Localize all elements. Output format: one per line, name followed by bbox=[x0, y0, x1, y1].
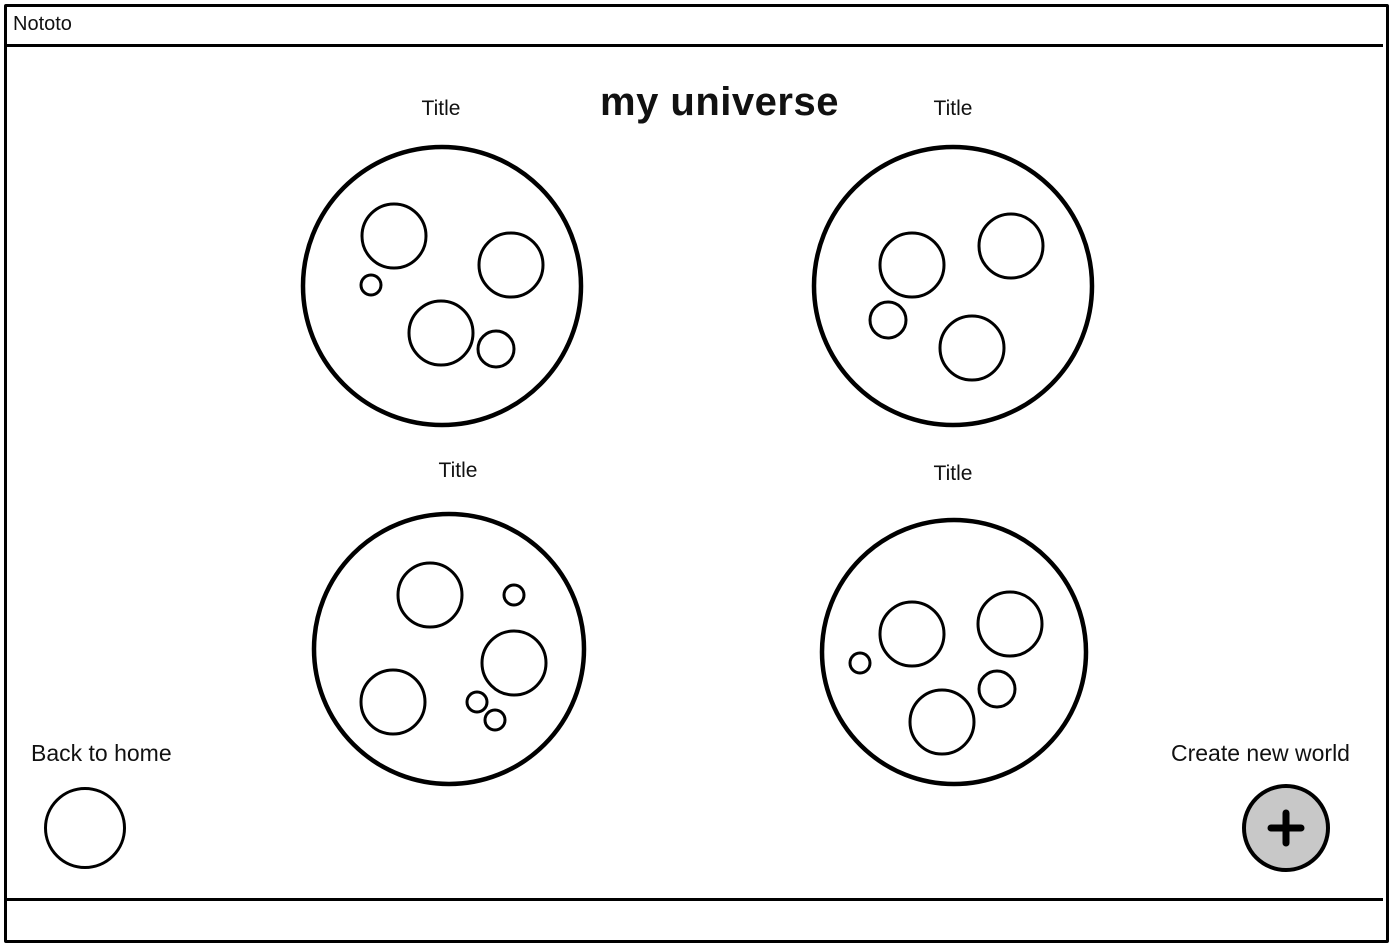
app-window bbox=[4, 4, 1389, 943]
app-title: Nototo bbox=[13, 13, 72, 35]
world-planet-4[interactable] bbox=[816, 514, 1092, 790]
plus-icon bbox=[1267, 809, 1305, 847]
back-to-home-button[interactable] bbox=[44, 787, 126, 869]
world-title-2: Title bbox=[933, 97, 973, 120]
back-to-home-label: Back to home bbox=[31, 740, 172, 766]
world-planet-2[interactable] bbox=[808, 141, 1098, 431]
world-planet-1[interactable] bbox=[297, 141, 587, 431]
title-bar: Nototo bbox=[4, 4, 1383, 47]
world-title-1: Title bbox=[421, 97, 461, 120]
world-title-4: Title bbox=[933, 462, 973, 485]
world-title-3: Title bbox=[438, 459, 478, 482]
create-world-label: Create new world bbox=[1171, 740, 1350, 766]
create-world-button[interactable] bbox=[1242, 784, 1330, 872]
status-bar bbox=[4, 898, 1383, 901]
world-planet-3[interactable] bbox=[309, 509, 589, 789]
page-title: my universe bbox=[600, 80, 839, 124]
